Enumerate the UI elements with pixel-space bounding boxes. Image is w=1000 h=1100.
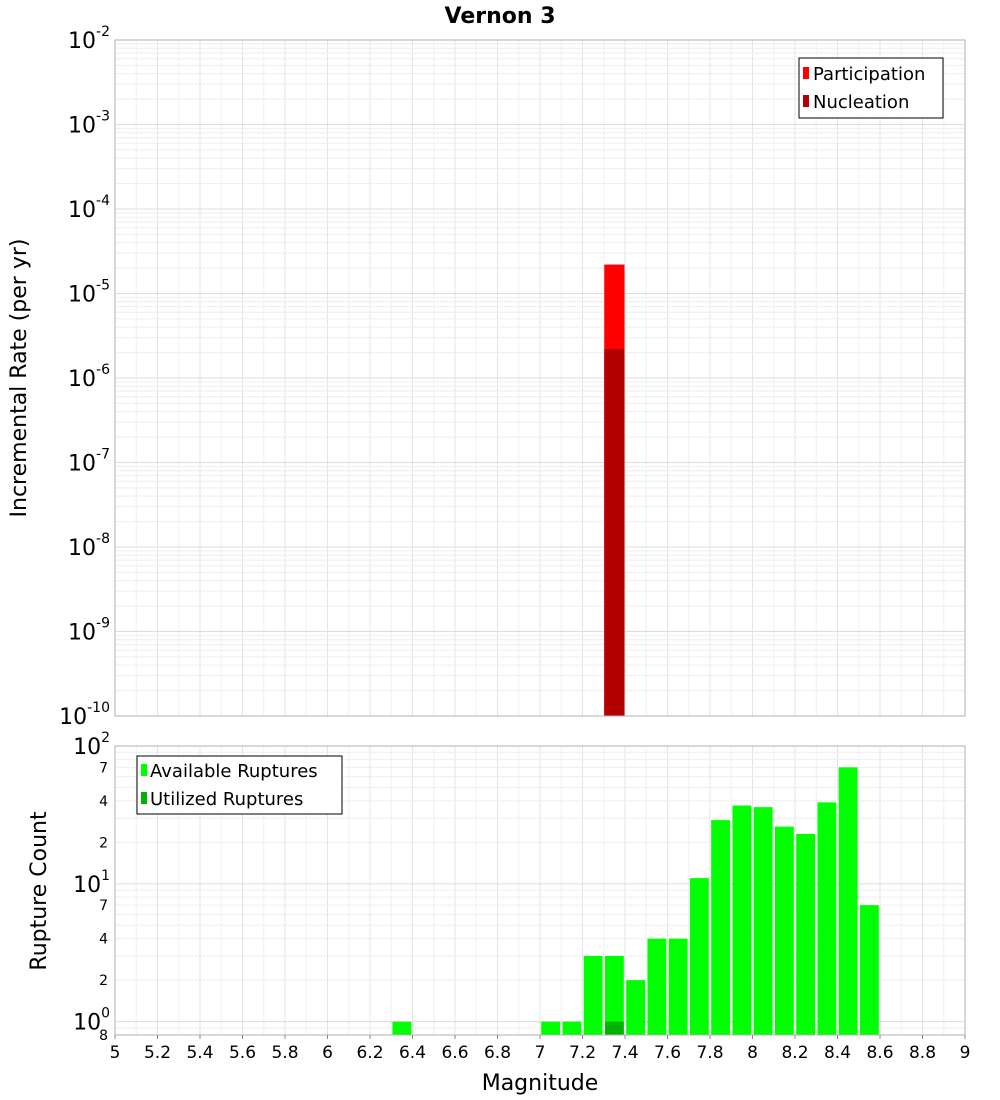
count-legend-box: [136, 755, 343, 815]
x-tick-label: 7.6: [654, 1043, 681, 1063]
legend-label-available-ruptures: Available Ruptures: [150, 761, 318, 782]
x-tick-label: 7: [535, 1043, 546, 1063]
x-tick-label: 6: [322, 1043, 333, 1063]
count-bar-utilized-ruptures: [604, 1021, 624, 1035]
count-y-ticks: 100 101 102 8 2 4 7 2 4 7: [73, 730, 110, 1044]
x-tick-label: 6.6: [441, 1043, 468, 1063]
legend-swatch-available-ruptures: [141, 764, 147, 776]
count-bar-available-ruptures: [626, 980, 646, 1035]
rate-bar-nucleation: [604, 349, 625, 716]
count-bar-available-ruptures: [838, 767, 858, 1035]
x-tick-label: 9: [960, 1043, 971, 1063]
x-tick-label: 6.2: [356, 1043, 383, 1063]
rate-y-tick-label: 10-9: [68, 616, 110, 646]
x-tick-label: 8.8: [909, 1043, 936, 1063]
x-tick-label: 6.4: [399, 1043, 426, 1063]
x-tick-label: 7.2: [569, 1043, 596, 1063]
count-x-ticks: 5 5.2 5.4 5.6 5.8 6 6.2 6.4 6.6 6.8 7 7.2 7.4 7.6 7.8 8…: [110, 1035, 971, 1063]
rate-y-tick-label: 10-10: [59, 700, 110, 730]
legend-label-participation: Participation: [813, 64, 925, 85]
count-bar-available-ruptures: [774, 826, 794, 1035]
count-y-tick-label: 101: [73, 868, 110, 898]
count-bar-available-ruptures: [732, 805, 752, 1035]
rate-grid: [114, 39, 966, 717]
x-tick-label: 8.6: [866, 1043, 893, 1063]
x-tick-label: 7.8: [696, 1043, 723, 1063]
rate-legend-box: [798, 57, 944, 119]
rate-y-tick-label: 10-2: [68, 24, 110, 54]
rate-y-tick-label: 10-6: [68, 362, 110, 392]
count-y-minor-tick-label: 4: [99, 932, 108, 948]
rate-y-tick-label: 10-7: [68, 447, 110, 477]
rate-y-tick-label: 10-5: [68, 278, 110, 308]
count-legend: Available Ruptures Utilized Ruptures: [136, 755, 343, 815]
x-tick-label: 5.2: [144, 1043, 171, 1063]
legend-label-nucleation: Nucleation: [813, 92, 909, 113]
rate-legend: Participation Nucleation: [798, 57, 944, 119]
rate-y-tick-label: 10-3: [68, 109, 110, 139]
x-tick-label: 6.8: [484, 1043, 511, 1063]
x-tick-label: 5.8: [271, 1043, 298, 1063]
legend-swatch-utilized-ruptures: [141, 792, 147, 804]
count-bar-available-ruptures: [753, 807, 773, 1035]
count-bar-available-ruptures: [583, 955, 603, 1035]
count-bar-available-ruptures: [541, 1021, 561, 1035]
x-tick-label: 8: [747, 1043, 758, 1063]
count-y-minor-tick-label: 7: [99, 898, 108, 914]
legend-swatch-nucleation: [803, 95, 809, 107]
legend-swatch-participation: [803, 67, 809, 79]
rate-y-tick-label: 10-4: [68, 193, 110, 223]
x-tick-label: 8.2: [781, 1043, 808, 1063]
x-tick-label: 5.6: [229, 1043, 256, 1063]
count-bar-available-ruptures: [668, 938, 688, 1035]
rate-panel: 10-10 10-9 10-8 10-7 10-6 10-5 10-4 10-3 10-2 In…: [7, 24, 966, 730]
count-bar-available-ruptures: [562, 1021, 582, 1035]
count-y-tick-label: 102: [73, 730, 110, 760]
rate-plot-border: [114, 39, 966, 717]
chart-title: Vernon 3: [445, 4, 556, 29]
count-y-minor-tick-label: 4: [99, 794, 108, 810]
count-bar-available-ruptures: [689, 878, 709, 1035]
x-tick-label: 8.4: [824, 1043, 851, 1063]
count-bar-available-ruptures: [711, 820, 731, 1035]
count-bar-available-ruptures: [859, 905, 879, 1035]
count-y-minor-tick-label: 7: [99, 760, 108, 776]
count-bar-available-ruptures: [392, 1021, 412, 1035]
rate-y-tick-label: 10-8: [68, 531, 110, 561]
count-y-axis-label: Rupture Count: [27, 811, 52, 971]
count-bar-available-ruptures: [647, 938, 667, 1035]
count-bar-available-ruptures: [796, 833, 816, 1035]
count-y-minor-tick-label: 2: [99, 973, 108, 989]
legend-label-utilized-ruptures: Utilized Ruptures: [150, 789, 303, 810]
x-tick-label: 7.4: [611, 1043, 638, 1063]
count-bar-available-ruptures: [604, 955, 624, 1035]
x-tick-label: 5.4: [186, 1043, 213, 1063]
count-panel: 100 101 102 8 2 4 7 2 4 7 5 5.2 5.4 5.6 5.8 6 6.2 6.4 6.6…: [27, 730, 970, 1096]
count-bars: [392, 767, 879, 1035]
rate-y-ticks: 10-10 10-9 10-8 10-7 10-6 10-5 10-4 10-3 10-2: [59, 24, 110, 730]
count-y-minor-tick-label: 8: [99, 1028, 108, 1044]
x-axis-label: Magnitude: [482, 1071, 599, 1096]
rate-y-axis-label: Incremental Rate (per yr): [7, 239, 32, 518]
count-y-minor-tick-label: 2: [99, 835, 108, 851]
x-tick-label: 5: [110, 1043, 121, 1063]
count-bar-available-ruptures: [817, 802, 837, 1035]
rate-bars: [604, 264, 625, 716]
count-y-tick-label: 100: [73, 1006, 110, 1036]
